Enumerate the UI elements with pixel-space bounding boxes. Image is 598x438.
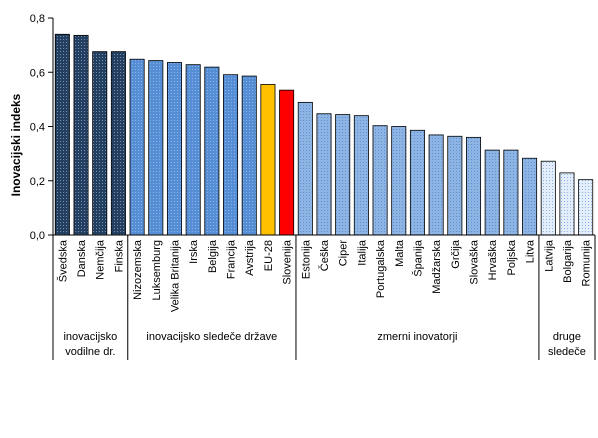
bar-Italija [353,115,369,236]
bar-Bolgarija [559,172,575,236]
group-label: druge [553,331,581,343]
category-label: Francija [226,239,238,279]
bar-Irska [185,64,201,236]
bar-Danska [73,34,89,236]
category-label: Finska [113,239,125,272]
bar-Španija [409,129,425,236]
bar-Francija [223,74,239,236]
bar-Grčija [447,135,463,236]
category-label: Portugalska [375,239,387,298]
bar-Slovenija [279,89,295,236]
category-label: Velika Britanija [169,239,181,312]
y-tick-label: 0,2 [30,176,45,188]
group-label: sledeče [548,346,586,358]
category-label: Madžarska [431,239,443,294]
bar-Poljska [503,149,519,236]
bar-Madžarska [428,134,444,236]
category-label: Poljska [506,239,518,275]
bar-Romunija [578,179,594,236]
category-label: Hrvaška [487,239,499,280]
bar-Nemčija [92,51,108,236]
bar-EU-28 [260,84,276,236]
category-label: Latvija [543,239,555,272]
y-tick-label: 0,0 [30,230,45,242]
category-label: Estonija [300,239,312,279]
bar-Švedska [54,33,70,236]
bar-Nizozemska [129,58,145,236]
category-label: EU-28 [263,240,275,271]
category-label: Grčija [450,239,462,269]
category-label: Bolgarija [562,239,574,283]
group-label: inovacijsko [63,331,117,343]
bar-Luksemburg [148,60,164,236]
group-label: inovacijsko sledeče države [146,331,277,343]
group-label: zmerni inovatorji [377,331,457,343]
category-label: Nemčija [95,239,107,280]
category-label: Avstrija [244,239,256,276]
category-labels: Švedska Danska Nemčija Finska Nizozemska Luks… [56,239,592,312]
category-label: Romunija [581,239,593,286]
y-axis: 0,0 0,2 0,4 0,6 0,8 [30,13,53,242]
category-label: Španija [411,239,424,277]
y-tick-label: 0,6 [30,67,45,79]
category-label: Švedska [56,239,69,282]
category-label: Litva [525,239,537,263]
category-label: Nizozemska [132,239,144,300]
bar-Portugalska [372,125,388,236]
bar-Velika Britanija [166,62,182,236]
category-label: Belgija [207,239,219,273]
category-label: Slovenija [282,239,294,285]
bar-Hrvaška [484,149,500,236]
category-label: Slovaška [469,239,481,285]
bar-Belgija [204,66,220,236]
category-label: Italija [356,239,368,266]
category-label: Irska [188,239,200,264]
category-label: Češka [318,239,331,271]
bar-Avstrija [241,75,257,236]
bar-Estonija [297,101,313,236]
bar-Ciper [335,114,351,236]
bar-Češka [316,113,332,236]
axes [52,18,595,236]
y-axis-label: Inovacijski indeks [9,93,23,196]
bar-Slovaška [466,136,482,236]
bar-Litva [522,157,538,236]
bar-Malta [391,126,407,236]
category-label: Danska [76,239,88,277]
group-label: vodilne dr. [65,346,115,358]
bar-Finska [110,51,126,236]
y-tick-label: 0,4 [30,122,45,134]
category-label: Malta [394,239,406,267]
category-label: Luksemburg [151,240,163,301]
bars [54,33,594,236]
category-label: Ciper [338,240,350,267]
bar-Latvija [540,160,556,236]
group-labels: inovacijsko vodilne dr. inovacijsko sledeč… [52,235,596,360]
y-tick-label: 0,8 [30,13,45,25]
